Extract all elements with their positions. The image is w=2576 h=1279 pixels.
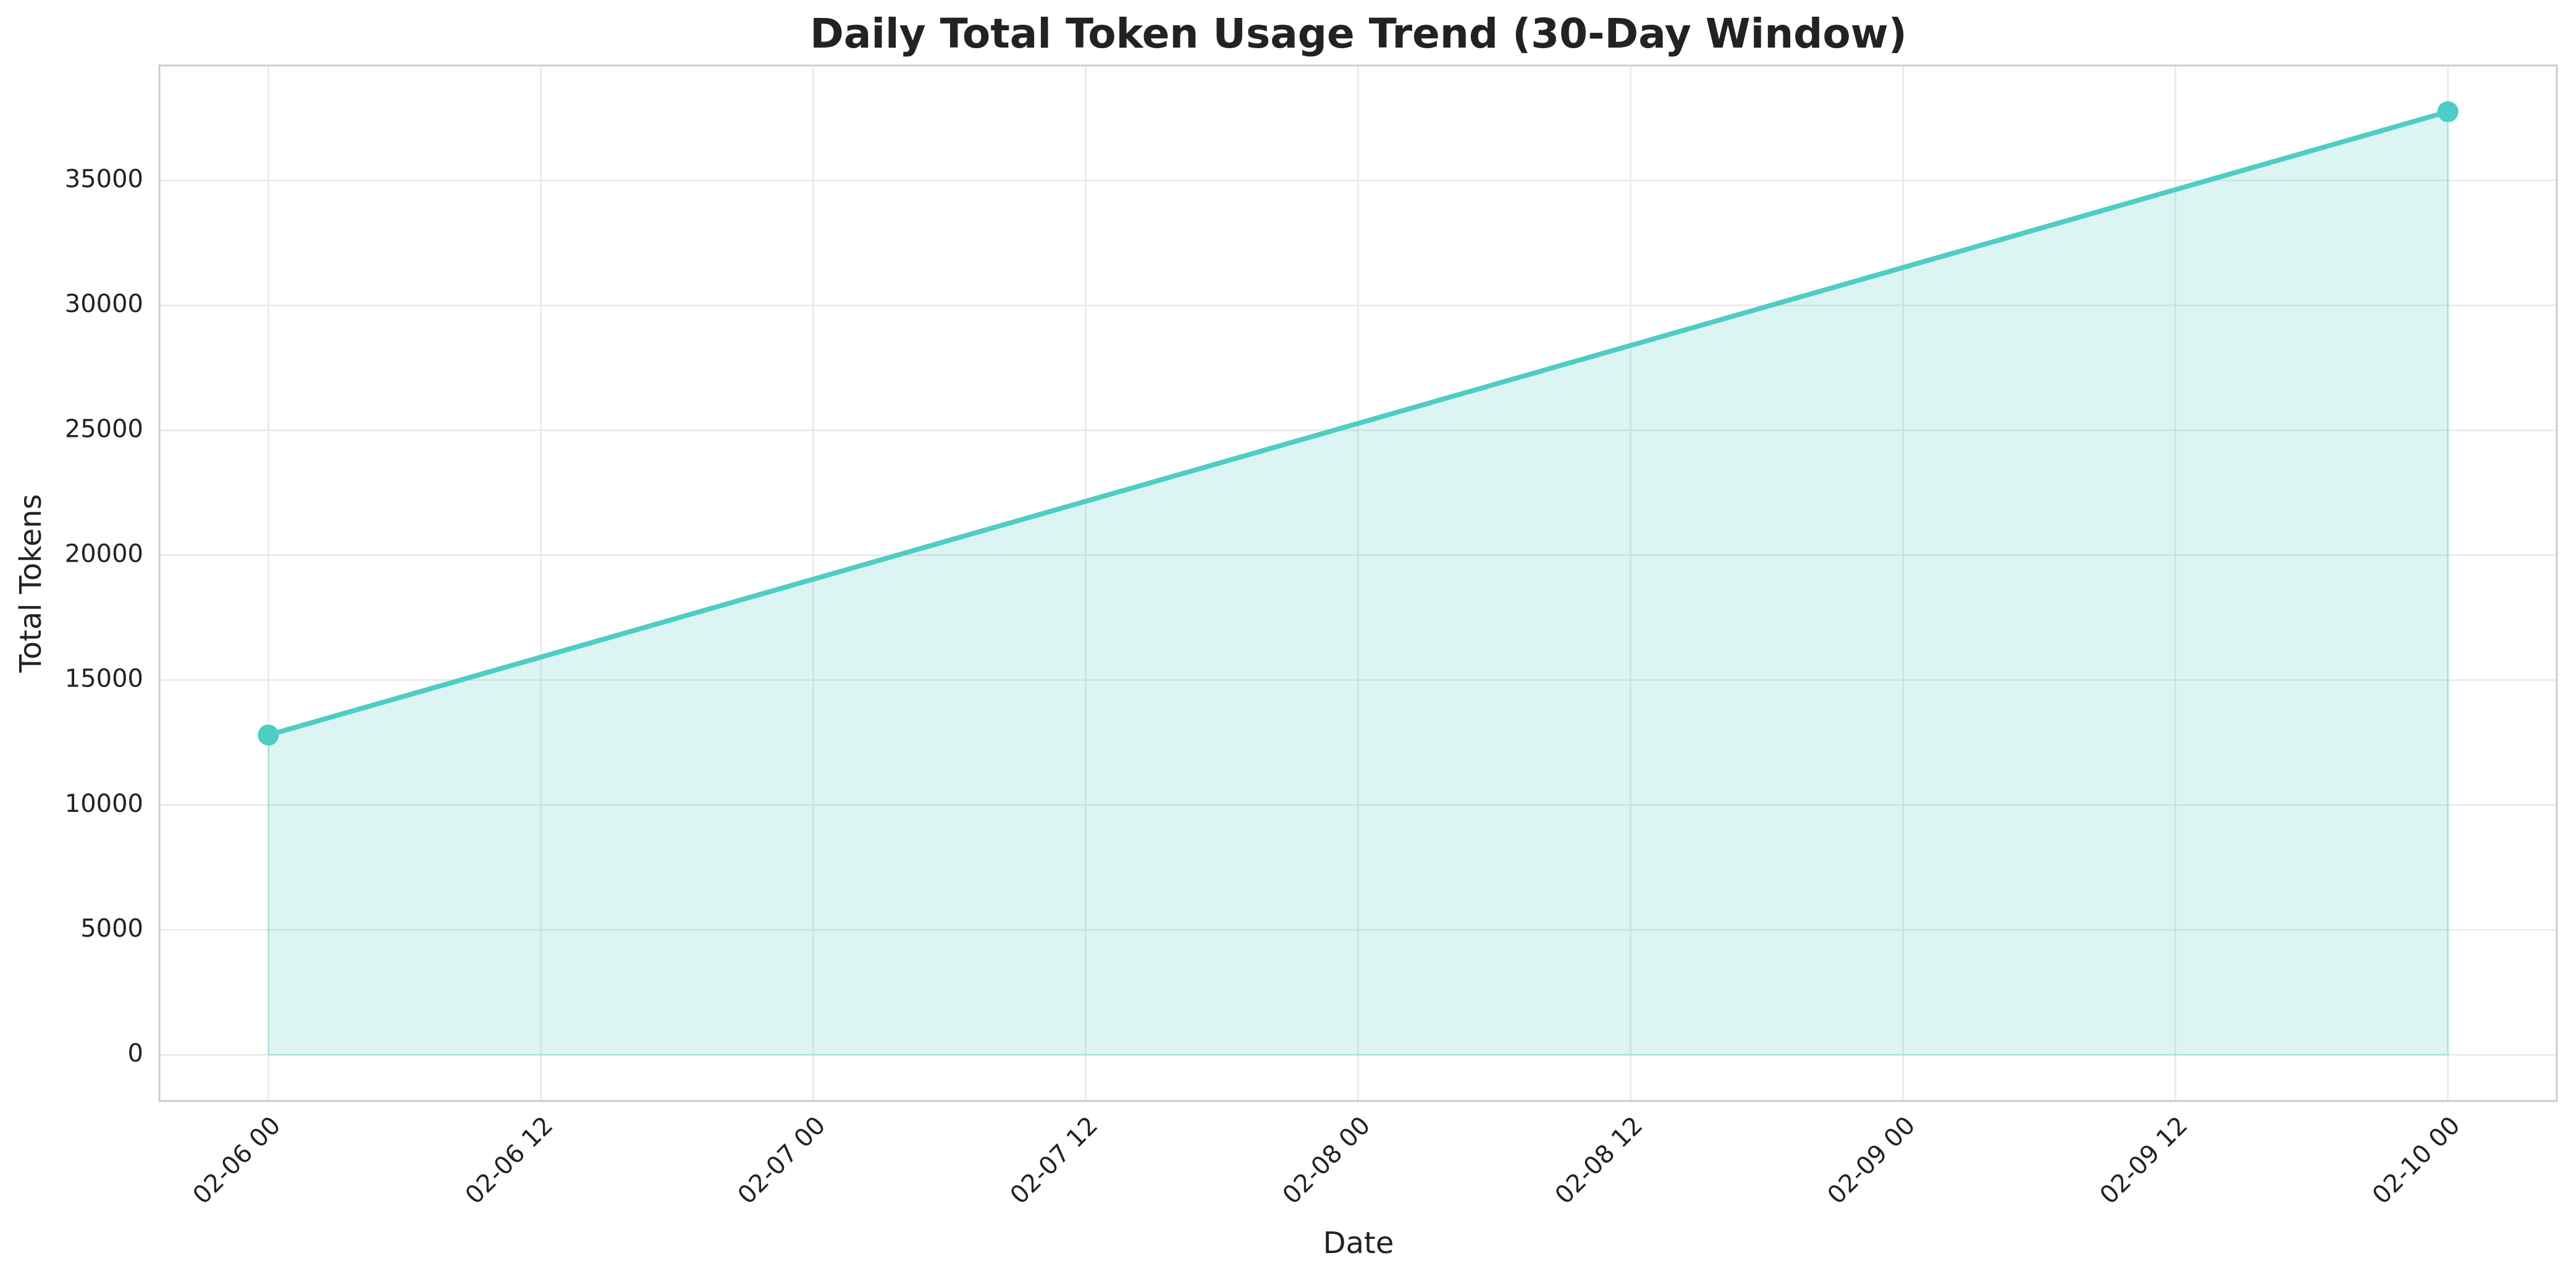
y-tick-label: 10000 bbox=[65, 790, 143, 818]
y-tick-label: 25000 bbox=[65, 415, 143, 443]
y-tick-label: 5000 bbox=[80, 914, 143, 943]
y-tick-label: 0 bbox=[128, 1039, 143, 1068]
x-tick-label: 02-06 00 bbox=[188, 1111, 287, 1210]
line bbox=[267, 109, 2449, 738]
x-tick-label: 02-10 00 bbox=[2367, 1111, 2466, 1210]
y-axis-label: Total Tokens bbox=[14, 494, 48, 673]
x-axis-label: Date bbox=[1323, 1226, 1394, 1260]
x-tick-label: 02-09 00 bbox=[1822, 1111, 1921, 1210]
x-tick-label: 02-08 00 bbox=[1277, 1111, 1376, 1210]
point bbox=[2437, 101, 2459, 122]
y-tick-label: 35000 bbox=[65, 165, 143, 193]
y-tick-label: 20000 bbox=[65, 540, 143, 568]
point bbox=[258, 724, 279, 746]
x-tick-label: 02-08 12 bbox=[1550, 1111, 1649, 1210]
chart-title: Daily Total Token Usage Trend (30-Day Wi… bbox=[810, 10, 1907, 57]
y-tick-label: 15000 bbox=[65, 665, 143, 693]
x-tick-label: 02-06 12 bbox=[460, 1111, 559, 1210]
x-tick-label: 02-09 12 bbox=[2095, 1111, 2194, 1210]
y-tick-label: 30000 bbox=[65, 290, 143, 318]
plot-frame bbox=[158, 64, 2558, 1102]
x-tick-label: 02-07 12 bbox=[1005, 1111, 1104, 1210]
x-tick-label: 02-07 00 bbox=[733, 1111, 831, 1210]
